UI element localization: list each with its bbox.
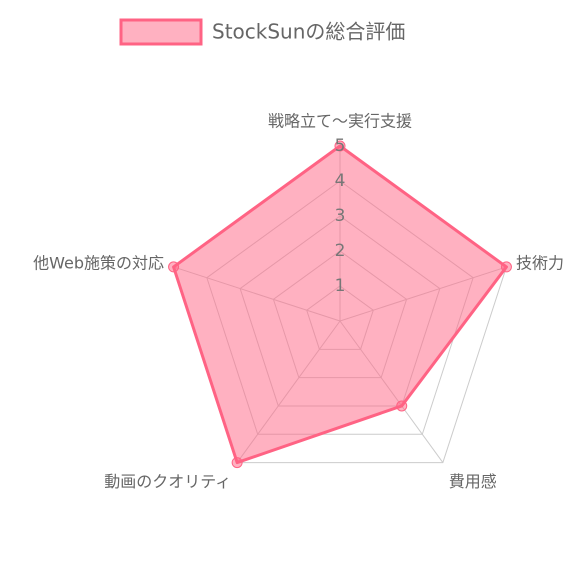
tick-label: 1 bbox=[335, 276, 346, 296]
category-label: 技術力 bbox=[516, 253, 564, 272]
data-point bbox=[168, 261, 180, 273]
data-point bbox=[231, 457, 243, 469]
tick-label: 4 bbox=[335, 171, 346, 191]
radar-area bbox=[172, 144, 508, 465]
category-label: 費用感 bbox=[449, 472, 497, 491]
category-label: 戦略立て〜実行支援 bbox=[268, 112, 412, 131]
data-point bbox=[500, 261, 512, 273]
category-label: 他Web施策の対応 bbox=[33, 253, 164, 272]
data-point bbox=[396, 400, 408, 412]
category-label: 動画のクオリティ bbox=[104, 472, 231, 491]
tick-label: 3 bbox=[335, 206, 346, 226]
legend-swatch bbox=[119, 18, 203, 46]
tick-label: 2 bbox=[335, 241, 346, 261]
tick-label: 5 bbox=[335, 136, 346, 156]
data-point bbox=[334, 140, 346, 152]
legend-label: StockSunの総合評価 bbox=[212, 20, 405, 44]
